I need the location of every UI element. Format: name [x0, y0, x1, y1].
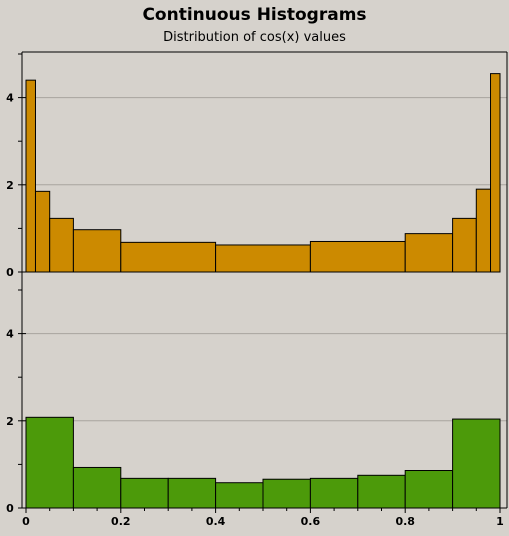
histogram-bar: [357, 474, 406, 509]
y-tick-label: 2: [6, 415, 14, 428]
histogram-bar: [120, 241, 217, 273]
y-tick-label: 0: [6, 502, 14, 515]
histogram-bar: [404, 233, 454, 273]
histogram-bar: [490, 73, 501, 273]
chart-title: Continuous Histograms: [142, 5, 367, 25]
histogram-bar: [72, 466, 122, 509]
histogram-bar: [309, 477, 359, 509]
x-tick-label: 1: [496, 515, 504, 528]
histogram-bar: [120, 477, 169, 509]
x-tick-label: 0.2: [111, 515, 131, 528]
y-tick-label: 4: [6, 92, 14, 105]
x-tick-label: 0.6: [301, 515, 321, 528]
y-tick-label: 2: [6, 179, 14, 192]
histogram-bar: [452, 217, 477, 273]
histogram-bar: [475, 188, 492, 273]
y-tick-label: 0: [6, 266, 14, 279]
histogram-bar: [215, 244, 311, 273]
histogram-bar: [262, 478, 311, 509]
histogram-bar: [404, 470, 454, 509]
histogram-bar: [34, 190, 51, 273]
histogram-bar: [452, 418, 501, 509]
x-tick-label: 0.8: [395, 515, 415, 528]
chart-subtitle: Distribution of cos(x) values: [163, 30, 346, 45]
y-tick-label: 4: [6, 328, 14, 341]
x-tick-label: 0.4: [206, 515, 226, 528]
histogram-bar: [72, 229, 122, 273]
x-tick-label: 0: [22, 515, 30, 528]
histogram-bar: [309, 240, 406, 273]
histogram-bar: [25, 79, 36, 273]
histogram-bar: [215, 482, 264, 509]
histogram-bar: [167, 477, 217, 509]
histogram-bar: [25, 416, 74, 509]
histogram-bar: [49, 217, 74, 273]
